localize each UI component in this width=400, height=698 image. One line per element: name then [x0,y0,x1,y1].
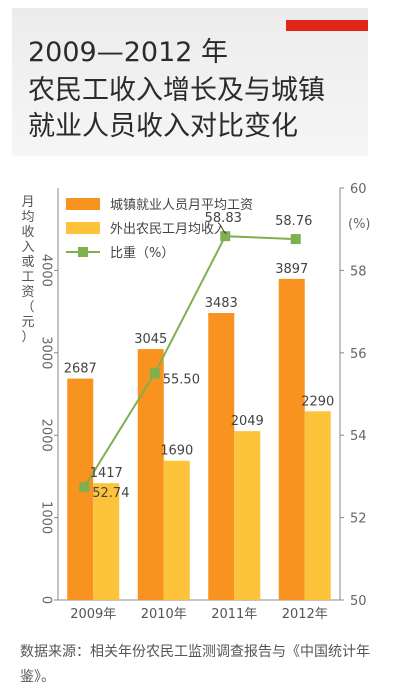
data-source-note: 数据来源：相关年份农民工监测调查报告与《中国统计年鉴》。 [20,644,370,685]
title-line-2: 农民工收入增长及与城镇 [28,75,325,106]
ratio-point-label: 52.74 [92,486,129,501]
ratio-point-label: 55.50 [163,372,200,387]
title-banner: 2009—2012 年 农民工收入增长及与城镇 就业人员收入对比变化 [12,8,368,156]
bar-urban-wage-label: 3483 [205,296,238,311]
y-axis-label: 月均收入或工资（元） [21,195,34,345]
bar-urban-wage [137,349,164,600]
left-tick-label: 3000 [39,336,54,369]
ratio-point [79,482,90,493]
left-tick-label: 4000 [39,254,54,287]
right-tick-label: 60 [350,182,367,197]
right-tick-label: 50 [350,594,367,609]
legend-swatch-urban-wage [66,198,100,210]
bar-migrant-income [304,411,331,600]
title-line-3: 就业人员收入对比变化 [28,111,298,142]
bar-migrant-income-label: 1690 [160,444,193,459]
ratio-point-label: 58.83 [205,211,242,226]
right-tick-label: 58 [350,264,367,279]
bar-migrant-income-label: 1417 [90,466,123,481]
right-tick-label: 54 [350,429,367,444]
legend-label-ratio: 比重（%） [110,245,174,261]
ratio-point [290,234,301,245]
bar-urban-wage-label: 3045 [134,332,167,347]
category-label: 2010年 [141,607,187,622]
bar-urban-wage [208,313,235,600]
category-label: 2011年 [211,607,257,622]
legend-swatch-migrant-income [66,222,100,234]
bar-urban-wage-label: 2687 [64,362,97,377]
ratio-line [83,235,296,488]
bar-migrant-income [234,431,261,600]
bar-urban-wage-label: 3897 [275,262,308,277]
legend-swatch-ratio-marker [78,247,88,257]
ratio-point [220,231,231,242]
right-tick-label: 56 [350,347,367,362]
bar-migrant-income-label: 2049 [231,414,264,429]
right-tick-label: 52 [350,512,367,527]
bar-migrant-income-label: 2290 [301,394,334,409]
income-chart: 0 1000 2000 3000 4000 月均收入或工资（元） 50 52 54 56 58 60 (… [21,182,371,622]
legend-label-migrant-income: 外出农民工月均收入 [110,222,227,237]
right-axis-unit: (%) [348,217,371,232]
ratio-point-label: 58.76 [275,214,312,229]
accent-bar [286,20,368,31]
category-label: 2012年 [282,607,328,622]
title-line-1: 2009—2012 年 [28,37,229,68]
ratio-point [149,368,160,379]
legend-label-urban-wage: 城镇就业人员月平均工资 [110,198,253,213]
bar-migrant-income [93,483,120,600]
bar-urban-wage [278,278,305,600]
bar-migrant-income [163,460,190,600]
left-tick-label: 0 [39,596,54,604]
left-tick-label: 2000 [39,419,54,452]
category-label: 2009年 [70,607,116,622]
left-tick-label: 1000 [39,501,54,534]
